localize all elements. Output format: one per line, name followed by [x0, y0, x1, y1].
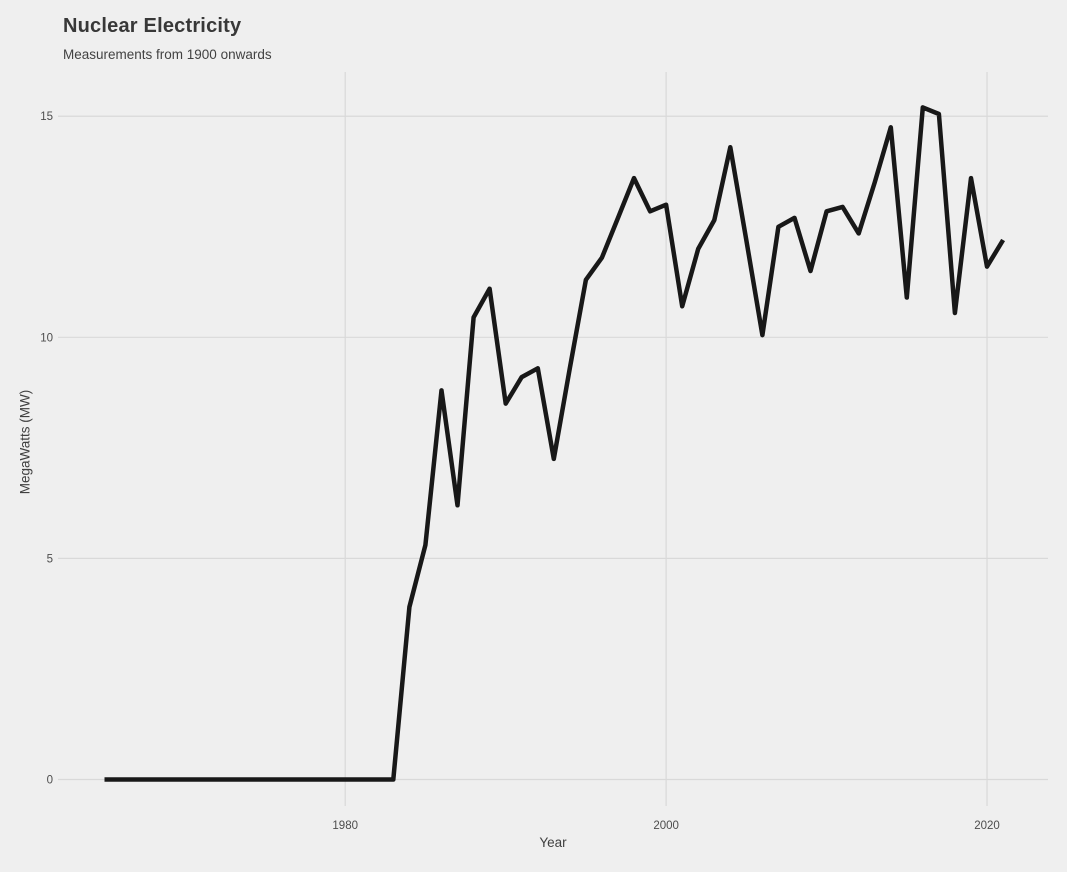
vertical-gridlines [344, 72, 988, 806]
x-tick-label: 2020 [974, 820, 1000, 832]
y-tick-labels: 0 5 10 15 [40, 111, 53, 786]
y-tick-label: 10 [40, 332, 53, 344]
x-tick-labels: 1980 2000 2020 [332, 820, 999, 832]
y-axis-title: MegaWatts (MW) [17, 389, 33, 495]
y-tick-label: 5 [47, 553, 53, 565]
chart-subtitle: Measurements from 1900 onwards [63, 47, 272, 62]
x-axis-title: Year [539, 835, 567, 850]
x-tick-label: 1980 [332, 820, 358, 832]
y-tick-label: 0 [47, 774, 53, 786]
y-tick-label: 15 [40, 111, 53, 123]
x-tick-label: 2000 [653, 820, 679, 832]
data-line [104, 105, 1006, 782]
chart-title: Nuclear Electricity [63, 15, 242, 37]
